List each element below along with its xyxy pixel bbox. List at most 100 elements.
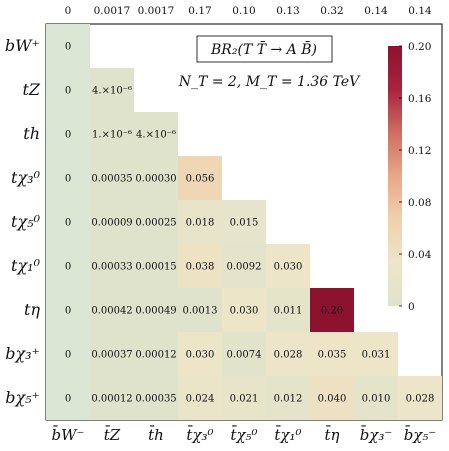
cell-value-label: 0.00035 — [91, 174, 132, 185]
heatmap-cell — [354, 332, 398, 376]
column-total-label: 0.0017 — [138, 5, 175, 17]
cell-value-label: 0.056 — [186, 174, 215, 185]
title-frame — [196, 35, 333, 63]
column-total-label: 0.17 — [188, 5, 211, 17]
heatmap-cell — [310, 332, 354, 376]
colorbar-tick-label: 0 — [408, 301, 415, 313]
heatmap-cell — [46, 244, 90, 288]
row-label: tη — [24, 300, 40, 319]
heatmap-cell — [90, 112, 134, 156]
heatmap-cell — [90, 376, 134, 420]
heatmap-cell — [134, 200, 178, 244]
column-total-label: 0.14 — [408, 5, 432, 17]
heatmap-cell — [90, 200, 134, 244]
cell-value-label: 4.×10⁻⁶ — [136, 130, 176, 141]
heatmap-cell — [178, 244, 222, 288]
heatmap-cell — [354, 376, 398, 420]
column-label: t̄χ₃⁰ — [186, 426, 213, 444]
cell-value-label: 0 — [65, 86, 71, 97]
heatmap-cell — [134, 288, 178, 332]
colorbar-tick-label: 0.20 — [408, 41, 431, 53]
cell-value-label: 0.030 — [274, 262, 303, 273]
cell-value-label: 0.040 — [318, 394, 347, 405]
cell-value-label: 0.018 — [186, 218, 215, 229]
heatmap-cell — [134, 244, 178, 288]
cell-value-label: 0.0013 — [183, 306, 218, 317]
cell-value-label: 0 — [65, 394, 71, 405]
cell-value-label: 0 — [65, 130, 71, 141]
cell-value-label: 0.024 — [186, 394, 215, 405]
cell-value-label: 0.00030 — [135, 174, 176, 185]
title-box: BR₂(T T̄ → A B̄) — [196, 35, 333, 63]
heatmap-cell — [90, 244, 134, 288]
cell-value-label: 0.00025 — [135, 218, 176, 229]
heatmap-cell — [46, 156, 90, 200]
heatmap-cell — [46, 376, 90, 420]
column-totals: 0 0.0017 0.0017 0.17 0.10 0.13 0.32 0.14 0.14 — [65, 5, 432, 17]
column-label: b̄χ₅⁻ — [404, 426, 437, 444]
heatmap-cell — [46, 200, 90, 244]
cell-value-label: 0.035 — [318, 350, 347, 361]
cell-value-label: 0.030 — [186, 350, 215, 361]
colorbar-tick-label: 0.08 — [408, 197, 431, 209]
heatmap-cell — [398, 376, 442, 420]
cell-value-label: 0 — [65, 306, 71, 317]
heatmap-cell — [310, 288, 354, 332]
cell-value-label: 0.00009 — [91, 218, 132, 229]
column-total-label: 0.14 — [364, 5, 388, 17]
heatmap-cell — [222, 376, 266, 420]
heatmap-cell — [222, 244, 266, 288]
heatmap-cell — [134, 332, 178, 376]
column-label: b̄χ₃⁻ — [360, 426, 393, 444]
cell-value-label: 0.00037 — [91, 350, 132, 361]
row-label: tχ₅⁰ — [11, 212, 41, 231]
heatmap-cell — [134, 156, 178, 200]
heatmap-cell — [266, 376, 310, 420]
heatmap-cell — [46, 112, 90, 156]
cell-value-label: 0.00035 — [135, 394, 176, 405]
heatmap-cell — [266, 332, 310, 376]
colorbar-ticks: 0 0.04 0.08 0.12 0.16 0.20 — [399, 41, 432, 313]
cell-value-label: 0.0074 — [227, 350, 262, 361]
heatmap-cell — [46, 24, 90, 68]
chart-subtitle: N_T = 2, M_T = 1.36 TeV — [178, 74, 361, 90]
heatmap-cell — [222, 200, 266, 244]
row-label: th — [23, 124, 40, 143]
row-label: bW⁺ — [5, 36, 40, 55]
heatmap-cell — [90, 68, 134, 112]
cell-value-label: 0.021 — [230, 394, 259, 405]
column-total-label: 0.10 — [232, 5, 255, 17]
row-label: bχ₅⁺ — [5, 388, 40, 407]
heatmap-cell — [90, 156, 134, 200]
column-total-label: 0 — [65, 5, 72, 17]
heatmap-cell — [178, 156, 222, 200]
heatmap-cell — [222, 332, 266, 376]
cell-value-label: 0.028 — [274, 350, 303, 361]
cell-value-label: 0.00012 — [135, 350, 176, 361]
chart-title: BR₂(T T̄ → A B̄) — [210, 40, 317, 58]
column-total-label: 0.0017 — [94, 5, 131, 17]
heatmap-cell — [134, 112, 178, 156]
heatmap-cell — [266, 288, 310, 332]
cell-value-label: 0.015 — [230, 218, 259, 229]
cell-value-label: 0.038 — [186, 262, 215, 273]
heatmap-cell — [222, 288, 266, 332]
colorbar-tick-label: 0.04 — [408, 249, 432, 261]
cell-value-label: 1.×10⁻⁶ — [92, 130, 132, 141]
cell-value-label: 0.030 — [230, 306, 259, 317]
cell-value-label: 0.011 — [274, 306, 303, 317]
heatmap-cell — [178, 376, 222, 420]
heatmap-cell — [46, 68, 90, 112]
cell-value-label: 0.0092 — [227, 262, 262, 273]
cell-value-label: 0.00015 — [135, 262, 176, 273]
row-label: bχ₃⁺ — [5, 344, 40, 363]
cell-value-label: 0.00033 — [91, 262, 132, 273]
column-label: t̄η — [324, 426, 339, 444]
heatmap-cell — [90, 332, 134, 376]
heatmap-cell — [178, 332, 222, 376]
cell-value-label: 4.×10⁻⁶ — [92, 86, 132, 97]
heatmap-cell — [46, 332, 90, 376]
row-label: tZ — [22, 80, 40, 99]
row-label: tχ₃⁰ — [11, 168, 41, 187]
cell-value-label: 0 — [65, 218, 71, 229]
